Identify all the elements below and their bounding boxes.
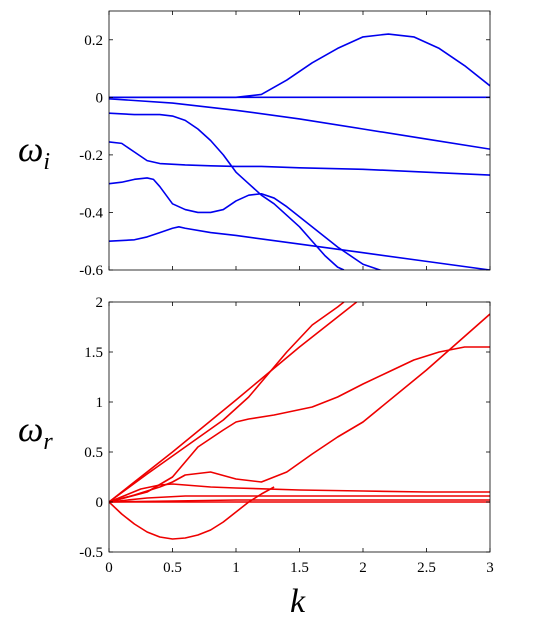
bottom-ytick-label: 2 bbox=[96, 295, 104, 311]
bottom-x-ticks: 0 0.5 1 1.5 2 2.5 3 bbox=[105, 302, 494, 576]
bottom-xlabel: k bbox=[290, 583, 306, 620]
bottom-series-line-7 bbox=[109, 499, 490, 503]
top-ytick-label: 0.2 bbox=[84, 33, 103, 49]
bottom-series-line-1 bbox=[109, 302, 358, 503]
bottom-ytick-label: 1.5 bbox=[84, 345, 103, 361]
bottom-xtick-label: 0.5 bbox=[163, 560, 182, 576]
top-series-line-4 bbox=[109, 112, 345, 270]
top-ytick-label: 0 bbox=[96, 90, 104, 106]
bottom-series-line-4 bbox=[109, 313, 490, 503]
bottom-series-line-6 bbox=[109, 495, 490, 503]
bottom-ytick-label: -0.5 bbox=[79, 545, 103, 561]
top-series-line-5 bbox=[109, 141, 490, 176]
bottom-xtick-label: 1.5 bbox=[290, 560, 309, 576]
bottom-ytick-label: 1 bbox=[96, 395, 104, 411]
bottom-y-ticks: 2 1.5 1 0.5 0 -0.5 bbox=[79, 295, 490, 561]
bottom-ylabel-symbol: ω bbox=[18, 409, 43, 449]
bottom-series-line-5 bbox=[109, 483, 490, 503]
top-panel: 0.2 0 -0.2 -0.4 -0.6 ωi bbox=[18, 10, 491, 279]
top-ytick-label: -0.6 bbox=[79, 263, 103, 279]
bottom-series-line-9 bbox=[109, 486, 275, 540]
bottom-ytick-label: 0.5 bbox=[84, 445, 103, 461]
bottom-ytick-label: 0 bbox=[96, 495, 104, 511]
bottom-xtick-label: 2.5 bbox=[417, 560, 436, 576]
top-series-line-3 bbox=[109, 97, 490, 150]
top-series-line-1 bbox=[109, 33, 490, 99]
top-ylabel: ωi bbox=[18, 129, 50, 175]
bottom-series-line-2 bbox=[109, 302, 345, 503]
top-y-ticks: 0.2 0 -0.2 -0.4 -0.6 bbox=[79, 11, 491, 279]
top-ylabel-symbol: ω bbox=[18, 129, 43, 169]
bottom-panel: 21.510.50-0.5 0 0.5 1 1.5 2 2.5 3 ωr k bbox=[18, 295, 494, 620]
top-ytick-label: -0.4 bbox=[79, 205, 103, 221]
bottom-xtick-label: 3 bbox=[486, 560, 494, 576]
top-ytick-label: -0.2 bbox=[79, 148, 103, 164]
bottom-xtick-label: 0 bbox=[105, 560, 113, 576]
top-series-group bbox=[109, 33, 490, 270]
top-series-line-6 bbox=[109, 177, 383, 270]
bottom-ylabel-subscript: r bbox=[43, 429, 53, 455]
top-series-line-7 bbox=[109, 226, 490, 270]
bottom-series-line-3 bbox=[109, 346, 490, 503]
bottom-xtick-label: 1 bbox=[232, 560, 240, 576]
bottom-series-group bbox=[109, 302, 490, 540]
top-ylabel-subscript: i bbox=[43, 149, 50, 175]
bottom-xtick-label: 2 bbox=[359, 560, 367, 576]
bottom-ylabel: ωr bbox=[18, 409, 53, 455]
